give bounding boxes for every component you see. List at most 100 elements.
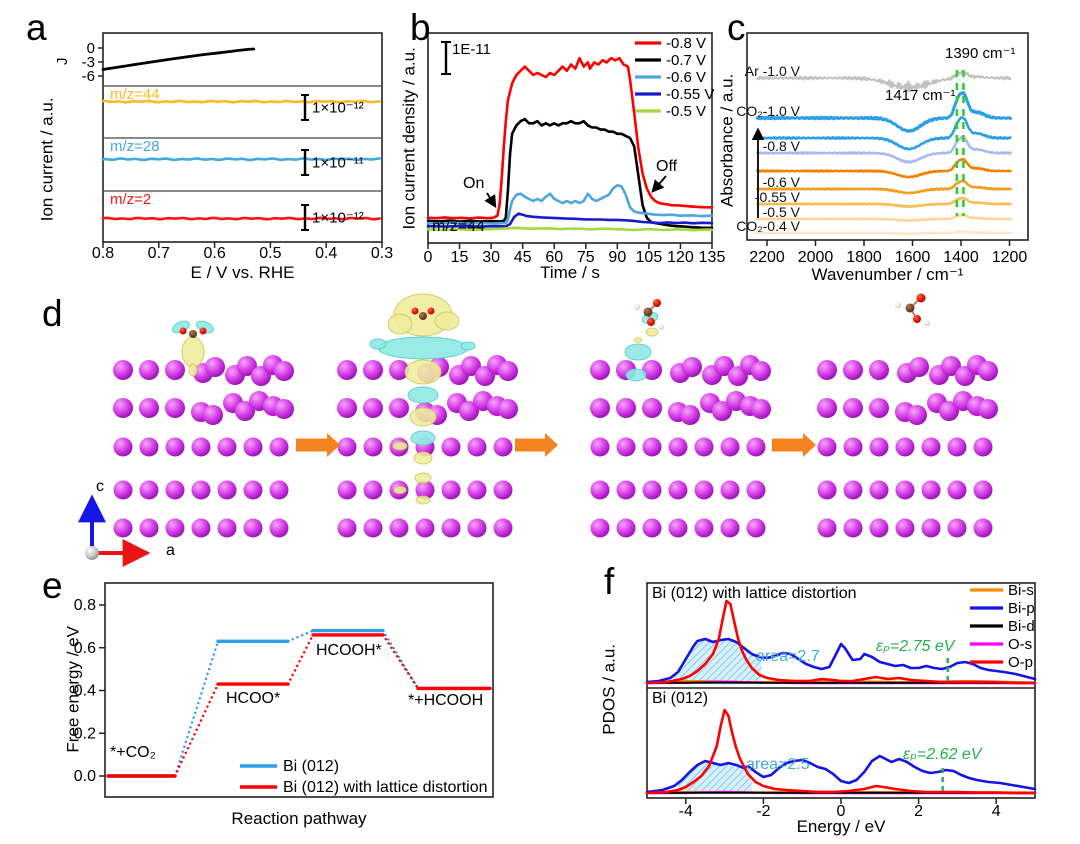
bi-atom	[389, 360, 409, 380]
svg-text:-0.5 V: -0.5 V	[666, 103, 706, 120]
svg-text:CO₂-0.4 V: CO₂-0.4 V	[736, 218, 800, 234]
svg-text:0.2: 0.2	[74, 725, 96, 742]
bi-atom	[869, 437, 889, 457]
isosurface-blob	[625, 368, 647, 382]
bi-atom	[337, 437, 357, 457]
bi-atom	[203, 405, 223, 425]
panel-b-plot: 0 15 30 45 60 75 90 105 120 135	[424, 32, 725, 266]
bi-atom	[217, 437, 237, 457]
bi-atom	[941, 356, 961, 376]
bi-atom	[947, 518, 967, 538]
svg-text:Bi-d: Bi-d	[1008, 618, 1035, 635]
bi-atom	[869, 480, 889, 500]
panel-e-legend-bi012-label: Bi (012)	[283, 758, 340, 775]
svg-text:-0.55 V: -0.55 V	[666, 86, 714, 103]
svg-text:-0.8 V: -0.8 V	[666, 35, 706, 52]
bi-atom	[363, 398, 383, 418]
isosurface-blob	[434, 311, 460, 331]
bi-atom	[668, 518, 688, 538]
bi-atom	[947, 437, 967, 457]
bi-atom	[363, 480, 383, 500]
svg-text:105: 105	[636, 249, 663, 266]
svg-text:1600: 1600	[895, 249, 931, 266]
svg-text:0.8: 0.8	[92, 245, 114, 262]
panel-e-y-axis-label: Free energy / eV	[63, 626, 83, 753]
bi-atom	[921, 437, 941, 457]
bi-atom	[113, 398, 133, 418]
bi-atom	[817, 398, 837, 418]
panel-f-top-title: Bi (012) with lattice distortion	[652, 585, 857, 602]
panel-e-legend-distorted-label: Bi (012) with lattice distortion	[283, 779, 488, 796]
svg-text:0.8: 0.8	[74, 597, 96, 614]
svg-text:2: 2	[914, 803, 923, 820]
bi-atom	[843, 437, 863, 457]
panel-b-on-annotation: On	[463, 175, 485, 192]
pdos-hatched-area	[678, 761, 752, 794]
panel-d-axis-a-label: a	[166, 542, 175, 559]
bi-atom	[973, 480, 993, 500]
svg-text:0.4: 0.4	[74, 683, 96, 700]
panel-a-x-axis-label: E / V vs. RHE	[190, 263, 295, 282]
bi-atom	[113, 518, 133, 538]
bi-atom	[843, 480, 863, 500]
bi-atom	[165, 437, 185, 457]
panel-f-bottom-ep-label: εₚ=2.62 eV	[903, 746, 982, 763]
svg-text:0: 0	[424, 249, 433, 266]
svg-text:-0.8 V: -0.8 V	[763, 138, 801, 154]
svg-text:1200: 1200	[992, 249, 1028, 266]
bi-atom	[274, 399, 294, 419]
bi-atom	[415, 518, 435, 538]
panel-b-off-arrow	[651, 175, 667, 193]
bi-atom	[973, 437, 993, 457]
bi-atom	[869, 518, 889, 538]
panel-f-y-axis-label: PDOS / a.u.	[599, 644, 619, 735]
svg-text:Ar -1.0 V: Ar -1.0 V	[745, 63, 801, 79]
reaction-arrow	[515, 438, 545, 452]
svg-text:60: 60	[545, 249, 563, 266]
bi-atom	[467, 437, 487, 457]
reaction-arrow	[772, 438, 803, 452]
panel-f-legend: Bi-sBi-pBi-dO-sO-p	[970, 582, 1035, 671]
bi-atom	[363, 518, 383, 538]
panel-c-label: c	[727, 7, 746, 48]
svg-text:15: 15	[451, 249, 469, 266]
panel-c-plot: 2200 2000 1800 1600 1400 1200 Ar -1.0 V CO₂-1.0…	[736, 32, 1029, 266]
bi-atom	[243, 518, 263, 538]
svg-text:1800: 1800	[846, 249, 882, 266]
bi-atom	[590, 398, 610, 418]
bi-atom	[680, 405, 700, 425]
bi-atom	[694, 480, 714, 500]
bi-atom	[642, 398, 662, 418]
bi-atom	[668, 480, 688, 500]
svg-text:0: 0	[87, 40, 95, 57]
isosurface-blob	[181, 336, 205, 368]
panel-d-axis-indicator	[78, 494, 151, 567]
svg-text:1400: 1400	[943, 249, 979, 266]
bi-atom	[113, 480, 133, 500]
panel-b-label: b	[410, 7, 431, 48]
bi-atom	[978, 361, 998, 381]
svg-text:45: 45	[514, 249, 532, 266]
svg-text:-0.55 V: -0.55 V	[755, 189, 801, 205]
panel-e-state-hcoo-label: HCOO*	[226, 690, 281, 707]
bi-atom	[217, 518, 237, 538]
isosurface-blob	[645, 327, 659, 337]
bi-atom	[817, 518, 837, 538]
svg-text:0: 0	[837, 803, 846, 820]
isosurface-blob	[387, 313, 413, 335]
bi-atom	[921, 480, 941, 500]
bi-atom	[590, 480, 610, 500]
bi-atom	[694, 518, 714, 538]
svg-text:30: 30	[482, 249, 500, 266]
bi-atom	[895, 480, 915, 500]
panel-f-plot: -4 -2 0 2 4	[645, 582, 1037, 820]
isosurface-blob	[407, 386, 439, 404]
svg-text:0.6: 0.6	[203, 245, 225, 262]
isosurface-blob	[377, 336, 469, 360]
panel-f-x-axis-label: Energy / eV	[796, 817, 886, 836]
bi-atom	[498, 361, 518, 381]
isosurface-blob	[633, 337, 643, 343]
bi-atom	[139, 480, 159, 500]
svg-text:2200: 2200	[749, 249, 785, 266]
